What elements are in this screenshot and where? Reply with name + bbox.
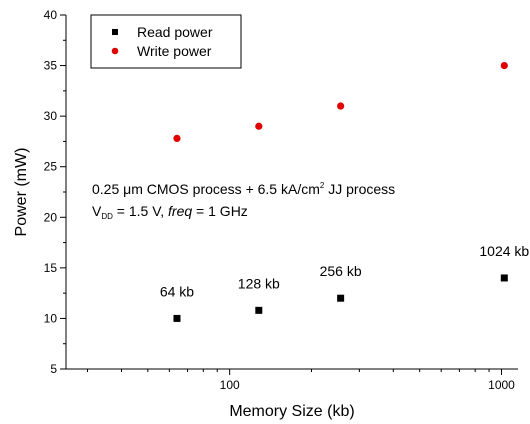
- read-power-point: [337, 294, 345, 302]
- x-tick-label: 1000: [488, 378, 515, 392]
- y-tick-label: 30: [44, 109, 58, 123]
- legend-read-label: Read power: [137, 24, 213, 40]
- x-axis-ticks: 100 1000: [87, 369, 515, 392]
- read-power-point: [173, 314, 181, 322]
- point-size-label: 128 kb: [238, 275, 280, 291]
- y-tick-label: 35: [44, 59, 58, 73]
- y-tick-label: 5: [50, 362, 57, 376]
- point-size-label: 256 kb: [320, 263, 362, 279]
- process-annotation: 0.25 μm CMOS process + 6.5 kA/cm2 JJ pro…: [92, 181, 395, 221]
- y-axis-ticks: 5 10 15 20 25 30 35 40: [44, 8, 66, 376]
- y-tick-label: 40: [44, 8, 58, 22]
- y-tick-label: 10: [44, 311, 58, 325]
- data-marks: [173, 61, 508, 322]
- x-axis-title: Memory Size (kb): [229, 403, 354, 420]
- point-size-label: 1024 kb: [479, 243, 529, 259]
- read-power-point: [255, 306, 263, 314]
- y-tick-label: 15: [44, 261, 58, 275]
- annotation-line-2: VDD = 1.5 V, freq = 1 GHz: [92, 203, 248, 221]
- x-tick-label: 100: [220, 378, 240, 392]
- write-power-point: [500, 61, 508, 70]
- point-labels: 64 kb 128 kb 256 kb 1024 kb: [160, 243, 530, 299]
- legend-write-marker: [111, 47, 119, 55]
- write-power-point: [173, 134, 181, 142]
- annotation-line-1: 0.25 μm CMOS process + 6.5 kA/cm2 JJ pro…: [92, 181, 395, 197]
- legend: Read power Write power: [90, 14, 242, 69]
- y-tick-label: 25: [44, 160, 58, 174]
- y-tick-label: 20: [44, 210, 58, 224]
- point-size-label: 64 kb: [160, 283, 194, 299]
- read-power-point: [500, 274, 508, 282]
- legend-write-label: Write power: [137, 43, 212, 59]
- write-power-point: [255, 122, 263, 130]
- y-axis-title: Power (mW): [13, 148, 30, 237]
- write-power-point: [337, 102, 345, 110]
- legend-read-marker: [112, 29, 118, 35]
- legend-box: [90, 14, 242, 69]
